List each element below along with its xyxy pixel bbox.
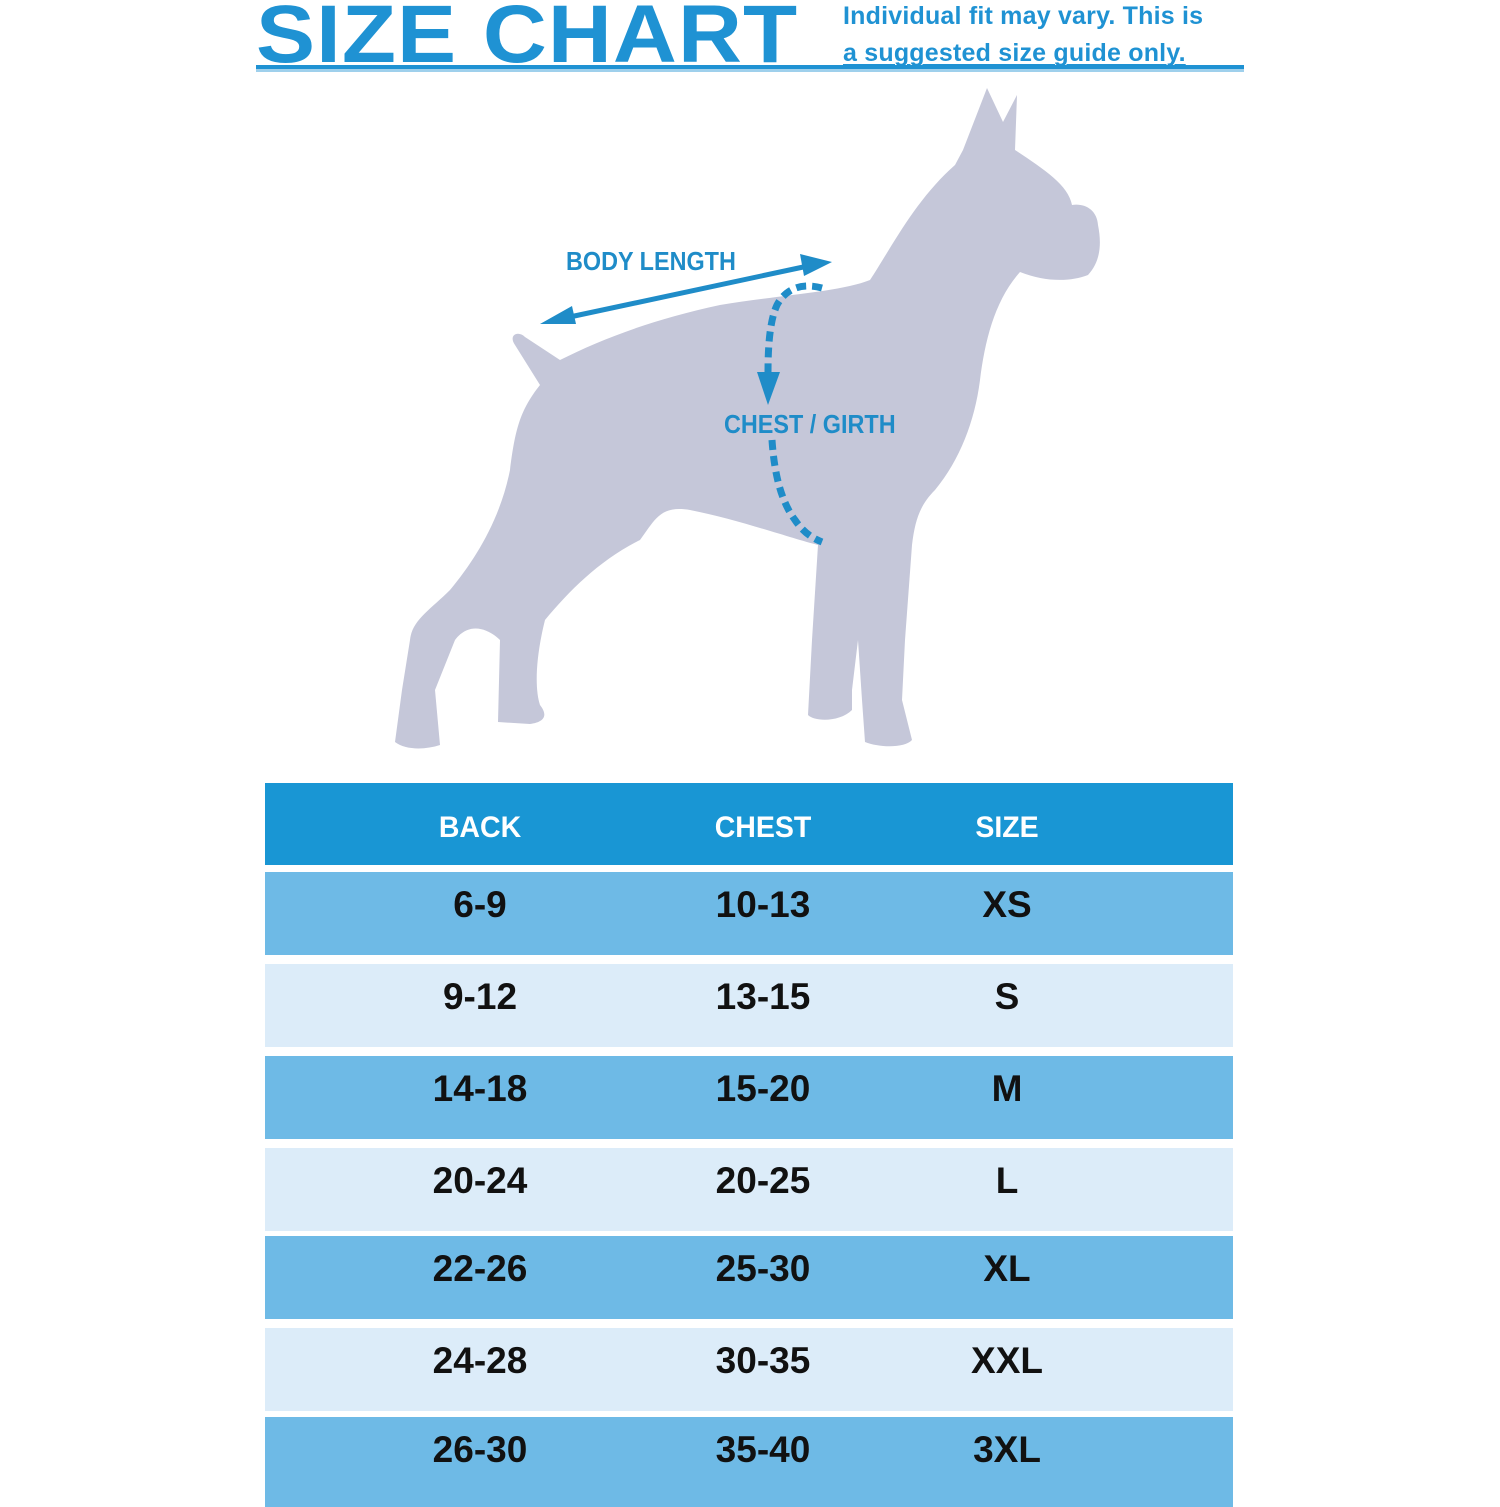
column-header-chest-girth: CHEST GIRTH: [714, 811, 812, 934]
size-cell: XXL: [971, 1340, 1043, 1381]
back-length-cell: 6-9: [453, 884, 507, 925]
dog-silhouette: [395, 88, 1100, 749]
back-length-cell: 22-26: [432, 1248, 528, 1289]
size-cell: S: [994, 976, 1020, 1017]
measurement-diagram: BODY LENGTH CHEST / GIRTH: [395, 88, 1100, 749]
chest-girth-cell: 13-15: [715, 976, 811, 1017]
column-header-back-length: BACK LENGTH: [421, 811, 538, 934]
fit-disclaimer-line-1: Individual fit may vary. This is: [843, 2, 1204, 30]
size-cell: M: [991, 1068, 1023, 1109]
size-cell: XS: [982, 884, 1032, 925]
back-length-cell: 9-12: [442, 976, 518, 1017]
dog-silhouette-icon: [395, 88, 1100, 749]
body-length-arrow-icon: [540, 254, 832, 324]
table-header-row: BACK LENGTH CHEST GIRTH SIZE: [265, 783, 1233, 934]
chest-girth-cell: 25-30: [715, 1248, 811, 1289]
size-cell: 3XL: [973, 1429, 1041, 1470]
fit-disclaimer-line-2: a suggested size guide only.: [843, 39, 1186, 67]
chest-girth-cell: 20-25: [715, 1160, 811, 1201]
table-row: 22-26 25-30 XL: [265, 1236, 1233, 1319]
chest-girth-cell: 10-13: [715, 884, 811, 925]
body-length-label: BODY LENGTH: [566, 246, 736, 276]
page-title: SIZE CHART: [256, 0, 799, 80]
table-row: 24-28 30-35 XXL: [265, 1328, 1233, 1411]
back-length-cell: 20-24: [432, 1160, 528, 1201]
back-length-cell: 14-18: [432, 1068, 528, 1109]
back-length-cell: 26-30: [432, 1429, 528, 1470]
column-header-size: SIZE: [975, 811, 1039, 844]
table-row: 14-18 15-20 M: [265, 1056, 1233, 1139]
table-row: 26-30 35-40 3XL: [265, 1417, 1233, 1507]
chest-girth-cell: 30-35: [715, 1340, 811, 1381]
size-cell: XL: [983, 1248, 1031, 1289]
chest-girth-cell: 15-20: [715, 1068, 811, 1109]
table-row: 9-12 13-15 S: [265, 964, 1233, 1047]
fit-disclaimer: Individual fit may vary. This is a sugge…: [843, 0, 1253, 72]
chest-girth-cell: 35-40: [715, 1429, 811, 1470]
title-underline-shadow: [256, 69, 1244, 72]
back-length-cell: 24-28: [432, 1340, 528, 1381]
table-row: 6-9 10-13 XS: [265, 872, 1233, 955]
chest-girth-arrow-icon: [757, 282, 824, 546]
table-row: 20-24 20-25 L: [265, 1148, 1233, 1231]
title-underline: [256, 65, 1244, 69]
size-cell: L: [995, 1160, 1019, 1201]
chest-girth-label: CHEST / GIRTH: [724, 409, 896, 439]
